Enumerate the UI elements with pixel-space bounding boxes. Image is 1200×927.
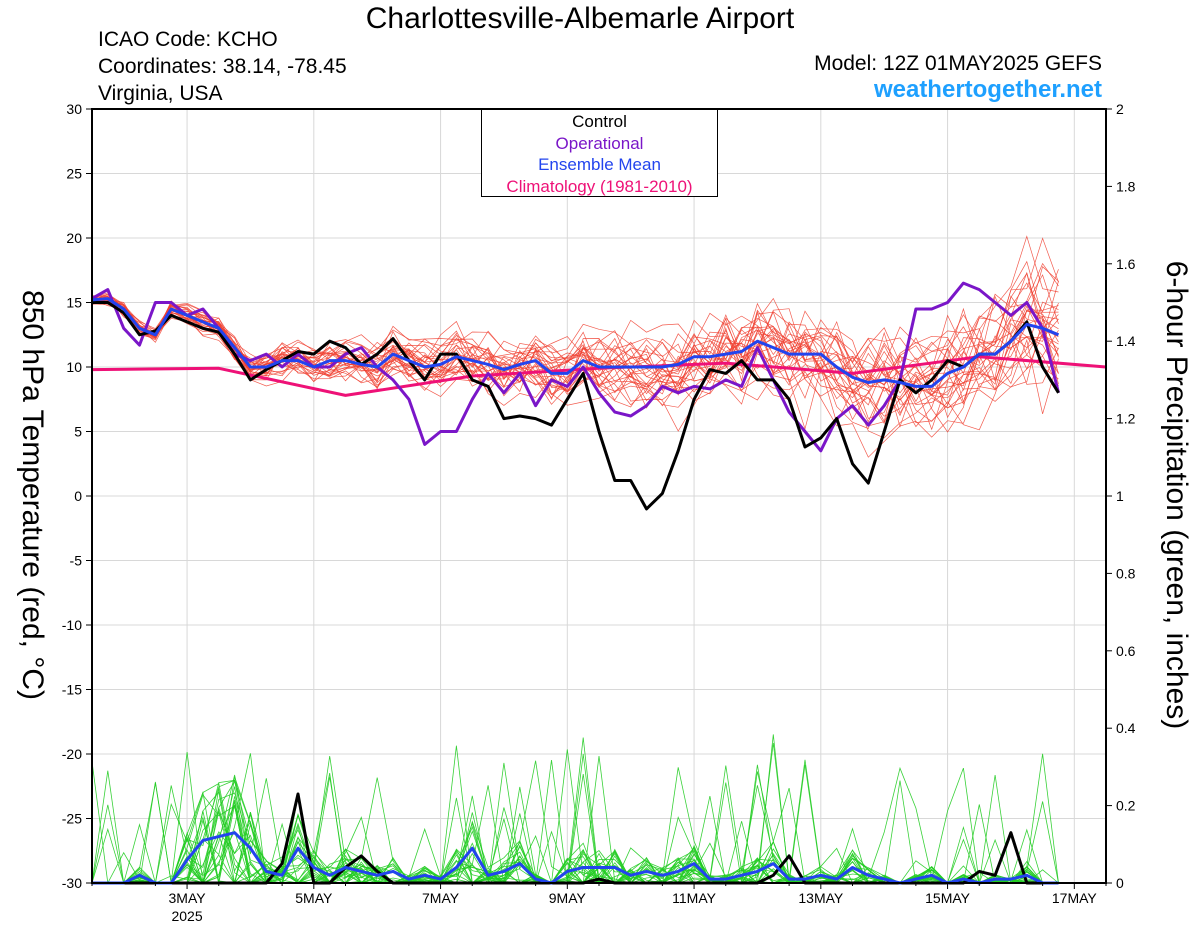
x-tick-label: 15MAY [925, 890, 971, 906]
icao-code: ICAO Code: KCHO [98, 28, 278, 51]
x-tick-label: 11MAY [672, 890, 716, 906]
ensemble-mean-temp-line [91, 297, 1060, 388]
legend-mean: Ensemble Mean [538, 155, 661, 174]
y-tick-label-right: 0.4 [1116, 720, 1136, 736]
y-tick-label-left: -20 [62, 746, 82, 762]
y-tick-label-left: 25 [66, 166, 82, 182]
y-tick-label-left: 15 [66, 295, 82, 311]
legend: Control Operational Ensemble Mean Climat… [481, 109, 718, 197]
y-tick-label-right: 1.2 [1116, 411, 1136, 427]
y-tick-label-right: 0.8 [1116, 565, 1136, 581]
y-tick-label-left: 30 [66, 101, 82, 117]
y-tick-label-right: 1 [1116, 488, 1124, 504]
y-tick-label-right: 0.6 [1116, 643, 1136, 659]
y-tick-label-left: -5 [70, 553, 83, 569]
region: Virginia, USA [98, 82, 223, 105]
y-axis-label-right: 6-hour Precipitation (green, inches) [1160, 260, 1193, 730]
model-run: Model: 12Z 01MAY2025 GEFS [814, 52, 1102, 75]
y-tick-label-left: -30 [62, 875, 82, 891]
temp-member-line [91, 262, 1059, 432]
y-tick-label-left: 0 [74, 488, 82, 504]
y-tick-label-right: 2 [1116, 101, 1124, 117]
y-tick-label-left: -10 [62, 617, 82, 633]
legend-operational: Operational [555, 133, 644, 153]
x-tick-label: 9MAY [549, 890, 587, 906]
y-tick-label-right: 0.2 [1116, 798, 1136, 814]
x-tick-label: 7MAY [422, 890, 460, 906]
y-tick-label-left: 20 [66, 230, 82, 246]
y-tick-label-left: -15 [62, 682, 82, 698]
precip-member-line [92, 766, 1059, 885]
x-tick-label: 13MAY [798, 890, 844, 906]
temp-member-line [91, 269, 1059, 401]
control-temp-line [92, 301, 1060, 511]
x-tick-label: 3MAY [169, 890, 207, 906]
y-tick-label-right: 0 [1116, 875, 1124, 891]
temp-member-line [91, 235, 1059, 414]
y-tick-label-left: 5 [74, 424, 82, 440]
y-tick-label-left: 10 [66, 359, 82, 375]
legend-climatology: Climatology (1981-2010) [506, 176, 693, 196]
y-tick-label-right: 1.4 [1116, 333, 1136, 349]
site-link[interactable]: weathertogether.net [873, 76, 1102, 103]
temp-member-line [91, 295, 1059, 429]
chart-title: Charlottesville-Albemarle Airport [365, 2, 795, 35]
y-axis-label-left: 850 hPa Temperature (red, °C) [16, 290, 49, 700]
x-tick-label: 17MAY [1052, 890, 1098, 906]
y-tick-label-left: -25 [62, 811, 82, 827]
temp-member-line [91, 295, 1059, 405]
y-tick-label-right: 1.8 [1116, 178, 1136, 194]
coordinates: Coordinates: 38.14, -78.45 [98, 55, 347, 78]
x-tick-label: 5MAY [295, 890, 333, 906]
legend-control: Control [572, 112, 627, 131]
y-tick-label-right: 1.6 [1116, 256, 1136, 272]
x-tick-sublabel: 2025 [171, 908, 202, 924]
